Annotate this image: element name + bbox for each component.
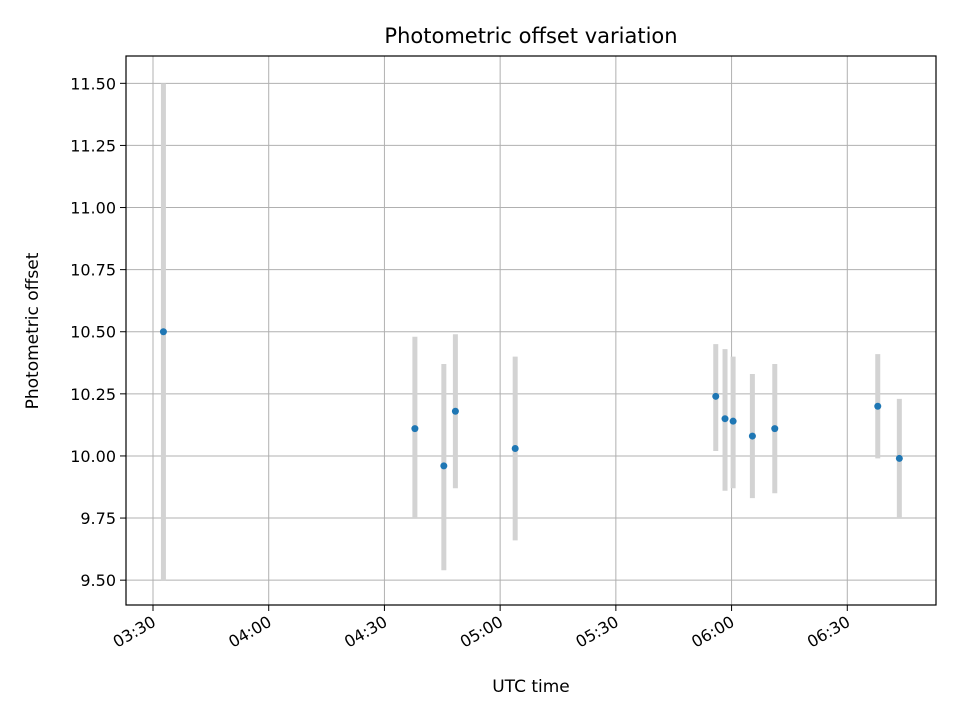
data-point (729, 417, 737, 425)
data-point (712, 392, 720, 400)
data-point (721, 415, 729, 423)
data-point (511, 444, 519, 452)
y-tick-label: 9.75 (80, 509, 116, 528)
data-point (895, 454, 903, 462)
data-point (771, 425, 779, 433)
data-points (159, 328, 903, 470)
data-point (159, 328, 167, 336)
y-tick-label: 11.00 (70, 199, 116, 218)
y-tick-label: 10.50 (70, 323, 116, 342)
data-point (748, 432, 756, 440)
data-point (440, 462, 448, 470)
chart-title: Photometric offset variation (384, 24, 677, 48)
x-axis-label: UTC time (492, 677, 570, 697)
y-tick-label: 10.25 (70, 385, 116, 404)
y-axis-label: Photometric offset (23, 252, 43, 409)
data-point (874, 402, 882, 410)
y-tick-label: 11.25 (70, 136, 116, 155)
axes-frame (125, 55, 937, 606)
axes-background (126, 56, 936, 605)
y-tick-label: 11.50 (70, 74, 116, 93)
plot-area (125, 55, 937, 606)
grid (126, 56, 936, 605)
y-tick-label: 9.50 (80, 571, 116, 590)
data-point (411, 425, 419, 433)
y-tick-label: 10.00 (70, 447, 116, 466)
y-axis-ticks: 9.50 9.75 10.00 10.25 10.50 10.75 11.00 11.25 11… (70, 74, 126, 590)
y-tick-label: 10.75 (70, 261, 116, 280)
data-point (451, 407, 459, 415)
